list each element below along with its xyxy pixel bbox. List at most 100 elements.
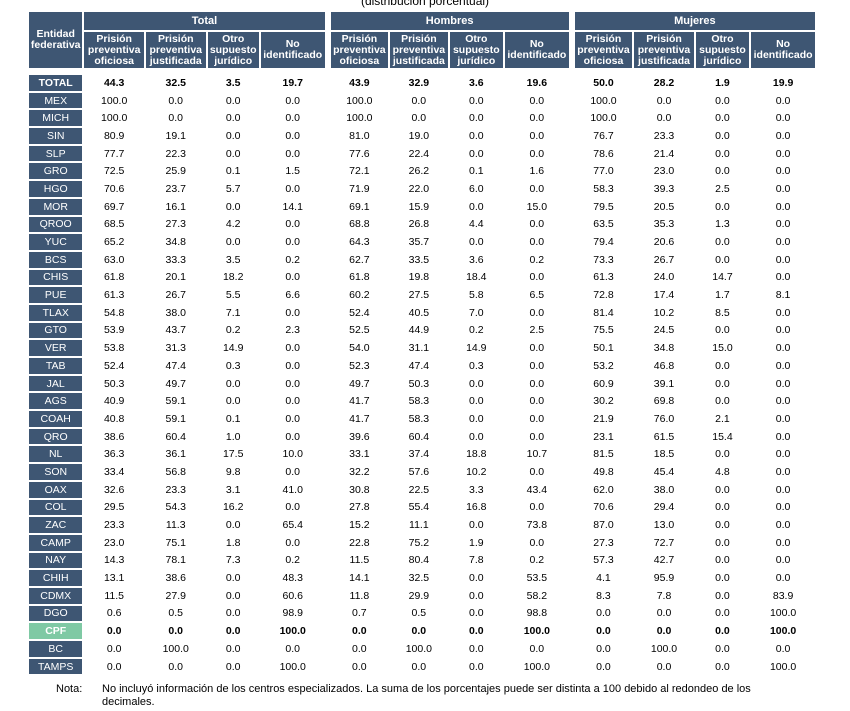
value-cell: 31.3 <box>145 340 206 356</box>
entity-name-cell: CDMX <box>29 587 83 604</box>
group-separator <box>327 181 329 197</box>
entity-name-cell: MICH <box>29 110 83 127</box>
value-cell: 0.0 <box>751 641 815 657</box>
value-cell: 26.8 <box>390 216 448 233</box>
value-cell: 39.3 <box>634 181 694 197</box>
value-cell: 0.0 <box>695 110 750 127</box>
value-cell: 2.5 <box>695 181 750 197</box>
value-cell: 47.4 <box>390 358 448 374</box>
value-cell: 14.7 <box>695 269 750 286</box>
value-cell: 35.7 <box>390 234 448 250</box>
value-cell: 8.1 <box>751 287 815 303</box>
value-cell: 58.3 <box>390 411 448 427</box>
value-cell: 1.0 <box>207 428 259 445</box>
value-cell: 40.8 <box>84 411 144 427</box>
value-cell: 0.0 <box>207 623 259 639</box>
group-separator <box>571 376 573 392</box>
group-separator <box>571 500 573 516</box>
value-cell: 59.1 <box>145 393 206 410</box>
value-cell: 0.0 <box>505 216 569 233</box>
value-cell: 81.0 <box>330 128 389 144</box>
value-cell: 0.0 <box>145 658 206 675</box>
group-separator <box>327 110 329 126</box>
value-cell: 72.8 <box>574 287 633 303</box>
subcolumn-header: Prisión preventiva oficiosa <box>574 32 633 68</box>
table-row: CHIH 13.1 38.6 0.0 48.3 14.1 32.5 0.0 53.5 4.1 95.… <box>29 570 815 586</box>
value-cell: 0.0 <box>634 92 694 109</box>
value-cell: 33.4 <box>84 464 144 480</box>
group-separator <box>571 128 573 144</box>
value-cell: 15.4 <box>695 428 750 445</box>
value-cell: 0.0 <box>751 92 815 109</box>
value-cell: 54.3 <box>145 499 206 516</box>
entity-name-cell: COL <box>29 499 83 516</box>
group-separator <box>571 517 573 533</box>
value-cell: 38.0 <box>634 481 694 498</box>
value-cell: 0.0 <box>505 641 569 657</box>
value-cell: 7.1 <box>207 304 259 321</box>
value-cell: 52.5 <box>330 322 389 339</box>
value-cell: 37.4 <box>390 446 448 463</box>
value-cell: 1.9 <box>449 534 503 551</box>
table-caption: (distribución porcentual) <box>360 0 490 8</box>
value-cell: 14.9 <box>449 340 503 356</box>
value-cell: 27.3 <box>145 216 206 233</box>
group-separator <box>571 393 573 409</box>
value-cell: 9.8 <box>207 464 259 480</box>
subcolumn-header: Otro supuesto jurídico <box>695 32 750 68</box>
value-cell: 2.3 <box>260 322 325 339</box>
value-cell: 30.2 <box>574 393 633 410</box>
value-cell: 0.0 <box>260 499 325 516</box>
value-cell: 44.3 <box>84 75 144 91</box>
value-cell: 14.9 <box>207 340 259 356</box>
value-cell: 0.0 <box>751 358 815 374</box>
group-separator <box>327 163 329 179</box>
group-separator <box>327 535 329 551</box>
group-separator <box>571 217 573 233</box>
entity-name-cell: ZAC <box>29 517 83 533</box>
value-cell: 100.0 <box>330 110 389 127</box>
value-cell: 98.9 <box>260 605 325 622</box>
group-separator <box>327 570 329 586</box>
value-cell: 64.3 <box>330 234 389 250</box>
value-cell: 69.8 <box>634 393 694 410</box>
value-cell: 23.3 <box>634 128 694 144</box>
value-cell: 0.5 <box>390 605 448 622</box>
table-row: CDMX 11.5 27.9 0.0 60.6 11.8 29.9 0.0 58.2 8.3 7.8… <box>29 587 815 604</box>
entity-name-cell: TAB <box>29 358 83 374</box>
value-cell: 75.5 <box>574 322 633 339</box>
value-cell: 0.0 <box>751 411 815 427</box>
group-separator <box>327 553 329 569</box>
value-cell: 0.0 <box>84 623 144 639</box>
value-cell: 0.0 <box>574 658 633 675</box>
value-cell: 70.6 <box>84 181 144 197</box>
value-cell: 0.7 <box>330 605 389 622</box>
value-cell: 0.0 <box>695 552 750 569</box>
group-separator <box>327 659 329 675</box>
value-cell: 50.3 <box>390 375 448 392</box>
value-cell: 0.0 <box>505 145 569 162</box>
entity-name-cell: YUC <box>29 234 83 250</box>
value-cell: 38.6 <box>145 570 206 586</box>
value-cell: 0.2 <box>260 251 325 268</box>
value-cell: 0.0 <box>751 464 815 480</box>
value-cell: 11.1 <box>390 517 448 533</box>
value-cell: 32.6 <box>84 481 144 498</box>
value-cell: 20.5 <box>634 198 694 215</box>
table-row: BC 0.0 100.0 0.0 0.0 0.0 100.0 0.0 0.0 0.0 100.0 0.… <box>29 641 815 657</box>
value-cell: 100.0 <box>574 110 633 127</box>
value-cell: 32.9 <box>390 75 448 91</box>
value-cell: 100.0 <box>574 92 633 109</box>
value-cell: 23.0 <box>634 163 694 180</box>
value-cell: 0.0 <box>260 393 325 410</box>
value-cell: 0.0 <box>634 658 694 675</box>
group-separator <box>571 659 573 675</box>
value-cell: 0.0 <box>695 534 750 551</box>
value-cell: 0.0 <box>207 658 259 675</box>
value-cell: 48.3 <box>260 570 325 586</box>
group-separator <box>571 305 573 321</box>
value-cell: 50.1 <box>574 340 633 356</box>
value-cell: 100.0 <box>390 641 448 657</box>
value-cell: 60.2 <box>330 287 389 303</box>
value-cell: 0.0 <box>751 446 815 463</box>
